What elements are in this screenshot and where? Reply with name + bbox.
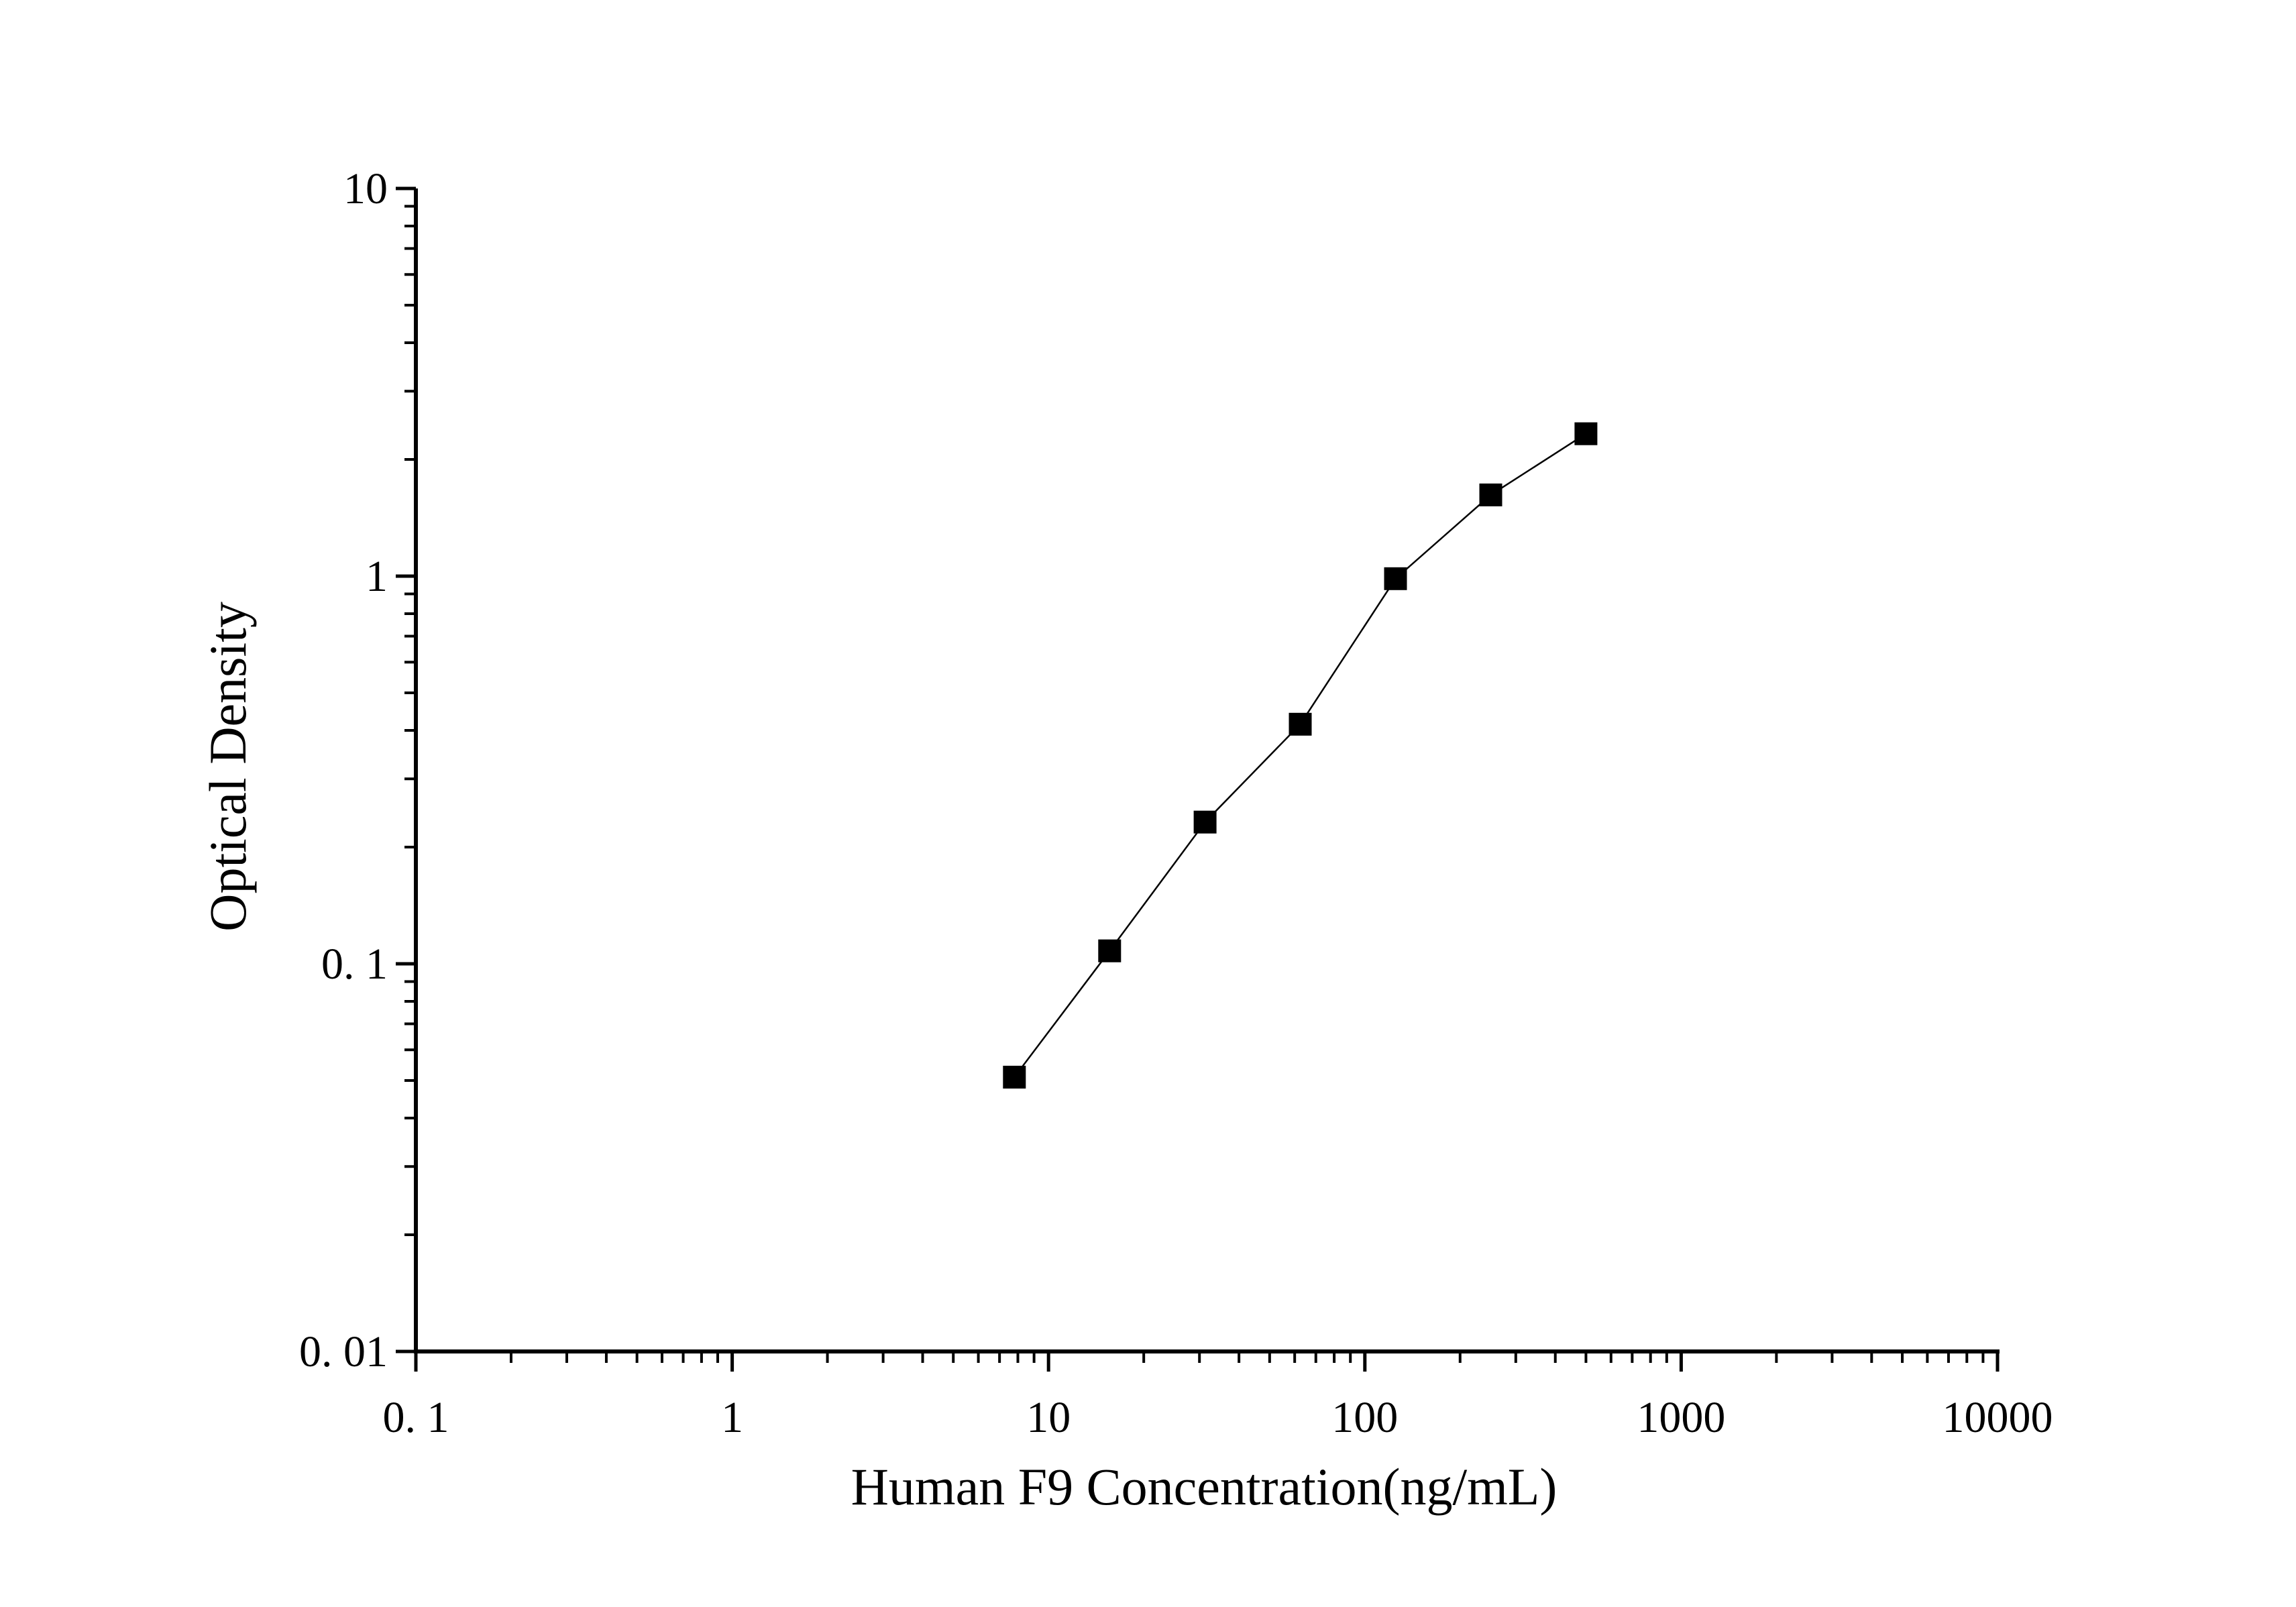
data-point — [1479, 483, 1502, 506]
x-tick-label: 1000 — [1637, 1393, 1725, 1442]
y-tick-label: 1 — [366, 552, 388, 601]
axes — [414, 188, 2000, 1353]
x-tick-label: 10000 — [1943, 1393, 2053, 1442]
data-point — [1289, 712, 1312, 736]
x-tick-label: 100 — [1331, 1393, 1398, 1442]
y-axis-title: Optical Density — [199, 602, 257, 932]
y-tick-label: 10 — [343, 164, 388, 213]
series — [1003, 422, 1598, 1089]
data-point — [1193, 810, 1217, 834]
data-point — [1098, 939, 1122, 962]
ticks: 0. 1 1 10 100 1000 10000 0. 01 0. 1 1 10 — [299, 164, 2053, 1442]
y-tick-label: 0. 1 — [321, 940, 388, 989]
series-line — [1014, 433, 1587, 1078]
x-tick-label: 10 — [1026, 1393, 1071, 1442]
x-tick-label: 1 — [721, 1393, 743, 1442]
y-tick-label: 0. 01 — [299, 1327, 388, 1376]
data-point — [1574, 422, 1598, 445]
x-axis-title: Human F9 Concentration(ng/mL) — [851, 1457, 1557, 1516]
data-point — [1384, 567, 1407, 590]
data-point — [1003, 1066, 1026, 1089]
x-tick-label: 0. 1 — [383, 1393, 449, 1442]
